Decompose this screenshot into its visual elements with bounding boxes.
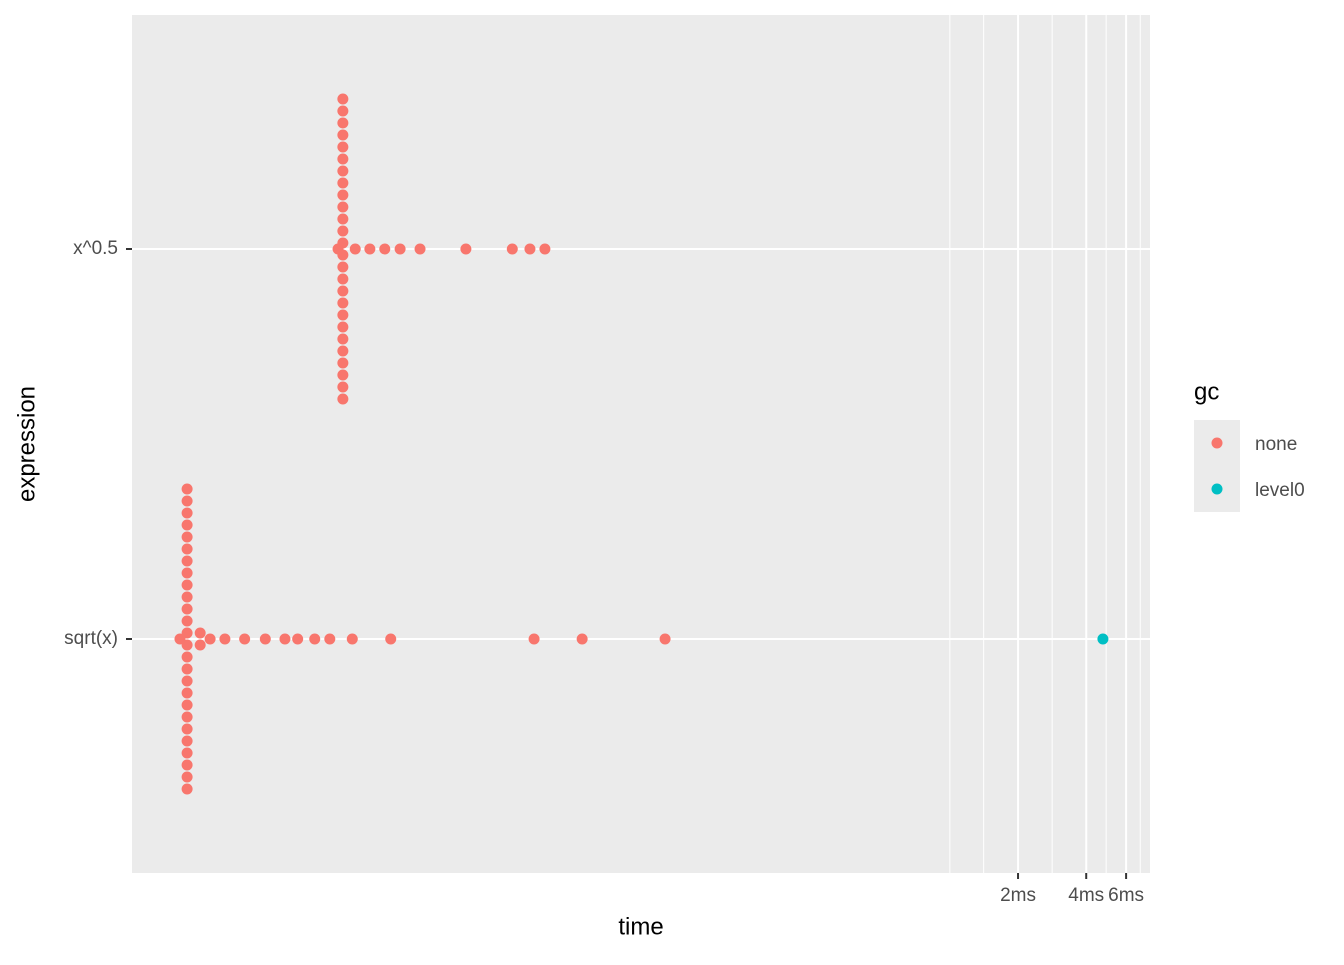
point — [349, 243, 361, 255]
point — [181, 735, 193, 747]
point — [324, 633, 336, 645]
legend-label: none — [1255, 434, 1297, 455]
point — [332, 243, 344, 255]
y-tick-label: sqrt(x) — [64, 628, 118, 649]
x-tick-label: 2ms — [1000, 885, 1036, 906]
point — [337, 345, 349, 357]
y-tick-label: x^0.5 — [73, 238, 118, 259]
point — [576, 633, 588, 645]
point — [337, 393, 349, 405]
point — [346, 633, 358, 645]
point — [292, 633, 304, 645]
point — [279, 633, 291, 645]
legend-title: gc — [1194, 378, 1219, 405]
point — [337, 357, 349, 369]
point — [337, 177, 349, 189]
point — [460, 243, 472, 255]
point — [337, 381, 349, 393]
point — [181, 663, 193, 675]
point — [181, 567, 193, 579]
point — [181, 711, 193, 723]
point — [337, 213, 349, 225]
point — [337, 105, 349, 117]
point — [181, 723, 193, 735]
point — [539, 243, 551, 255]
point — [181, 519, 193, 531]
point — [528, 633, 540, 645]
point — [337, 93, 349, 105]
point — [394, 243, 406, 255]
point — [414, 243, 426, 255]
point — [337, 285, 349, 297]
point — [337, 369, 349, 381]
point — [259, 633, 271, 645]
point — [181, 543, 193, 555]
point — [337, 141, 349, 153]
point — [239, 633, 251, 645]
point — [181, 603, 193, 615]
point — [337, 273, 349, 285]
y-axis-title: expression — [13, 386, 40, 502]
point — [337, 189, 349, 201]
point — [181, 531, 193, 543]
point — [174, 633, 186, 645]
point — [219, 633, 231, 645]
point — [181, 483, 193, 495]
legend-key-bg — [1194, 420, 1240, 512]
point — [337, 297, 349, 309]
point — [659, 633, 671, 645]
point — [204, 633, 216, 645]
x-tick-label: 4ms — [1068, 885, 1104, 906]
point — [524, 243, 536, 255]
point — [181, 615, 193, 627]
point — [181, 771, 193, 783]
point — [506, 243, 518, 255]
point — [385, 633, 397, 645]
point — [337, 117, 349, 129]
point — [181, 759, 193, 771]
point — [309, 633, 321, 645]
point — [181, 699, 193, 711]
point — [181, 555, 193, 567]
point — [337, 153, 349, 165]
point — [181, 783, 193, 795]
point — [194, 627, 206, 639]
legend-key — [1211, 483, 1223, 495]
point — [337, 309, 349, 321]
point — [379, 243, 391, 255]
panel — [132, 15, 1150, 873]
point — [181, 495, 193, 507]
point — [337, 225, 349, 237]
point — [194, 639, 206, 651]
point — [337, 261, 349, 273]
point — [181, 675, 193, 687]
point — [1097, 633, 1109, 645]
legend-key — [1211, 437, 1223, 449]
point — [181, 687, 193, 699]
point — [364, 243, 376, 255]
point — [337, 129, 349, 141]
point — [337, 201, 349, 213]
point — [337, 165, 349, 177]
point — [337, 333, 349, 345]
point — [181, 747, 193, 759]
x-axis-title: time — [618, 913, 663, 940]
point — [181, 591, 193, 603]
legend-label: level0 — [1255, 480, 1305, 501]
x-tick-label: 6ms — [1108, 885, 1144, 906]
point — [181, 507, 193, 519]
point — [181, 579, 193, 591]
point — [337, 321, 349, 333]
point — [181, 651, 193, 663]
